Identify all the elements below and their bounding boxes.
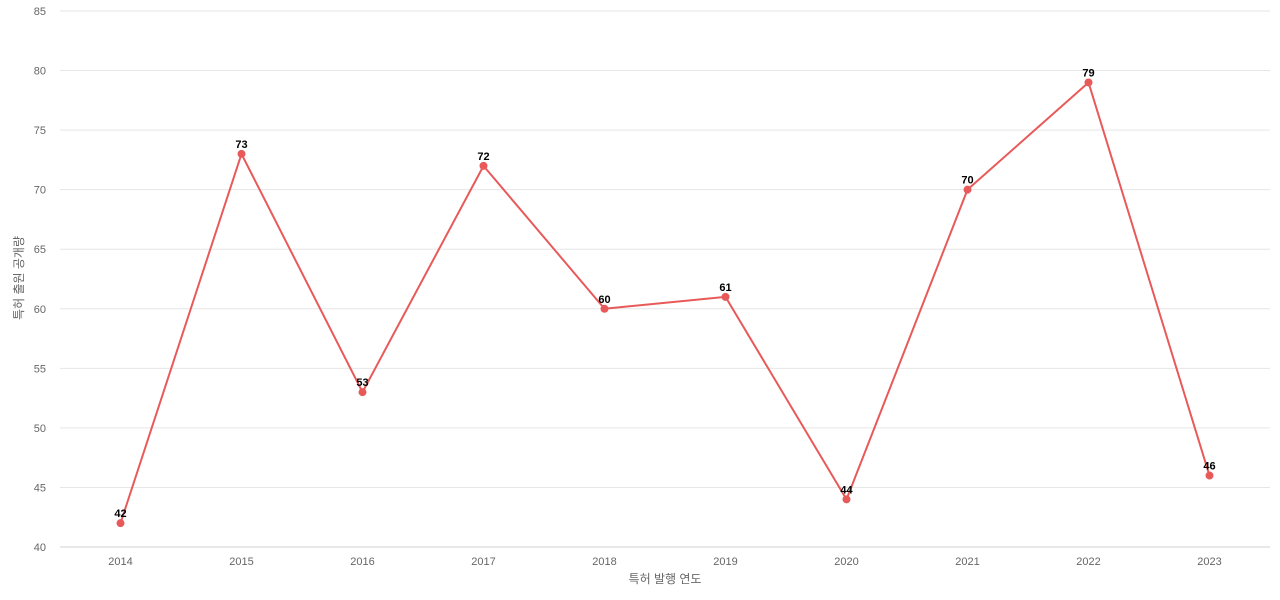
data-label: 73: [235, 139, 247, 151]
x-tick-label: 2021: [955, 556, 979, 568]
data-point: [358, 388, 367, 397]
x-tick-label: 2019: [713, 556, 737, 568]
grid-lines: [60, 10, 1270, 548]
y-tick-label: 60: [34, 304, 46, 316]
data-point: [116, 519, 125, 528]
data-label: 79: [1082, 67, 1094, 79]
y-axis-title: 특허 출원 공개량: [12, 236, 26, 320]
y-tick-label: 80: [34, 66, 46, 78]
data-point: [1084, 78, 1093, 87]
y-tick-label: 85: [34, 6, 46, 18]
data-label: 42: [114, 508, 126, 520]
y-tick-label: 50: [34, 423, 46, 435]
y-tick-label: 55: [34, 363, 46, 375]
x-tick-label: 2018: [592, 556, 616, 568]
y-tick-label: 40: [34, 542, 46, 554]
data-label: 70: [961, 175, 973, 187]
series-path: [119, 81, 1211, 524]
series-line: [119, 81, 1211, 524]
x-tick-label: 2015: [229, 556, 253, 568]
data-label: 46: [1203, 461, 1215, 473]
data-label: 61: [719, 282, 731, 294]
data-point: [842, 495, 851, 504]
y-tick-label: 45: [34, 482, 46, 494]
data-labels: 42 73 53 72 60 61 44 70 79 46: [114, 67, 1215, 520]
x-tick-label: 2020: [834, 556, 858, 568]
x-axis-ticks: 2014 2015 2016 2017 2018 2019 2020 2021 2022 2023: [108, 556, 1221, 568]
y-tick-label: 75: [34, 125, 46, 137]
data-point: [1205, 471, 1214, 480]
x-tick-label: 2014: [108, 556, 132, 568]
x-tick-label: 2017: [471, 556, 495, 568]
x-axis-title: 특허 발행 연도: [629, 571, 702, 586]
data-points: [116, 78, 1214, 528]
data-label: 60: [598, 294, 610, 306]
data-label: 72: [477, 151, 489, 163]
data-point: [721, 292, 730, 301]
data-label: 53: [356, 377, 368, 389]
y-tick-label: 65: [34, 244, 46, 256]
data-point: [237, 149, 246, 158]
x-tick-label: 2023: [1197, 556, 1221, 568]
data-point: [600, 304, 609, 313]
data-point: [479, 161, 488, 170]
y-axis-ticks: 40 45 50 55 60 65 70 75 80 85: [34, 6, 46, 554]
data-point: [963, 185, 972, 194]
x-tick-label: 2016: [350, 556, 374, 568]
y-tick-label: 70: [34, 185, 46, 197]
data-label: 44: [840, 484, 853, 496]
x-tick-label: 2022: [1076, 556, 1100, 568]
